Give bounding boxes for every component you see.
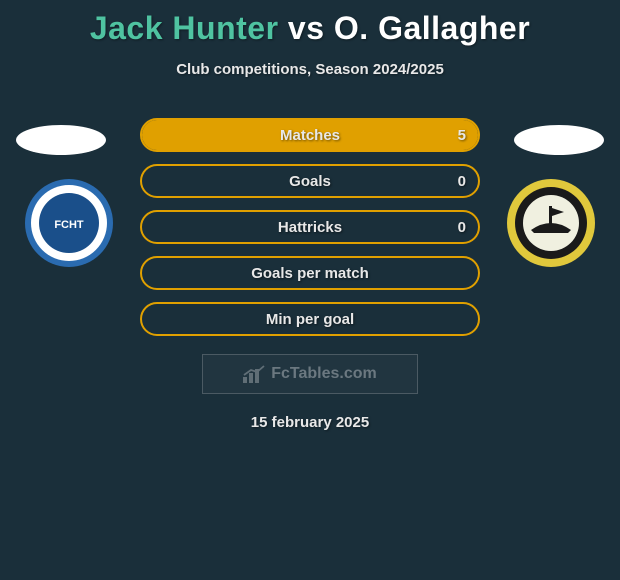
stat-row: Matches5: [140, 118, 480, 152]
stat-row: Min per goal: [140, 302, 480, 336]
subtitle: Club competitions, Season 2024/2025: [0, 61, 620, 78]
player1-name: Jack Hunter: [90, 10, 279, 46]
watermark: FcTables.com: [202, 354, 418, 394]
vs-text: vs: [288, 10, 325, 46]
stat-label: Min per goal: [140, 302, 480, 336]
stat-value-right: 5: [458, 118, 466, 152]
stat-label: Matches: [140, 118, 480, 152]
player2-name: O. Gallagher: [334, 10, 530, 46]
chart-icon: [243, 365, 265, 383]
stat-value-right: 0: [458, 164, 466, 198]
club-badge-right: [506, 178, 596, 268]
player1-marker: [16, 125, 106, 155]
stat-label: Hattricks: [140, 210, 480, 244]
player2-marker: [514, 125, 604, 155]
stat-row: Goals0: [140, 164, 480, 198]
svg-text:FCHT: FCHT: [54, 219, 84, 231]
boston-united-badge: [506, 178, 596, 268]
stat-label: Goals per match: [140, 256, 480, 290]
club-badge-left: FCHT: [24, 178, 114, 268]
stat-row: Goals per match: [140, 256, 480, 290]
halifax-town-badge: FCHT: [24, 178, 114, 268]
stat-value-right: 0: [458, 210, 466, 244]
stat-row: Hattricks0: [140, 210, 480, 244]
stat-label: Goals: [140, 164, 480, 198]
page-title: Jack Hunter vs O. Gallagher: [0, 0, 620, 47]
watermark-text: FcTables.com: [271, 365, 377, 383]
date-text: 15 february 2025: [0, 414, 620, 431]
